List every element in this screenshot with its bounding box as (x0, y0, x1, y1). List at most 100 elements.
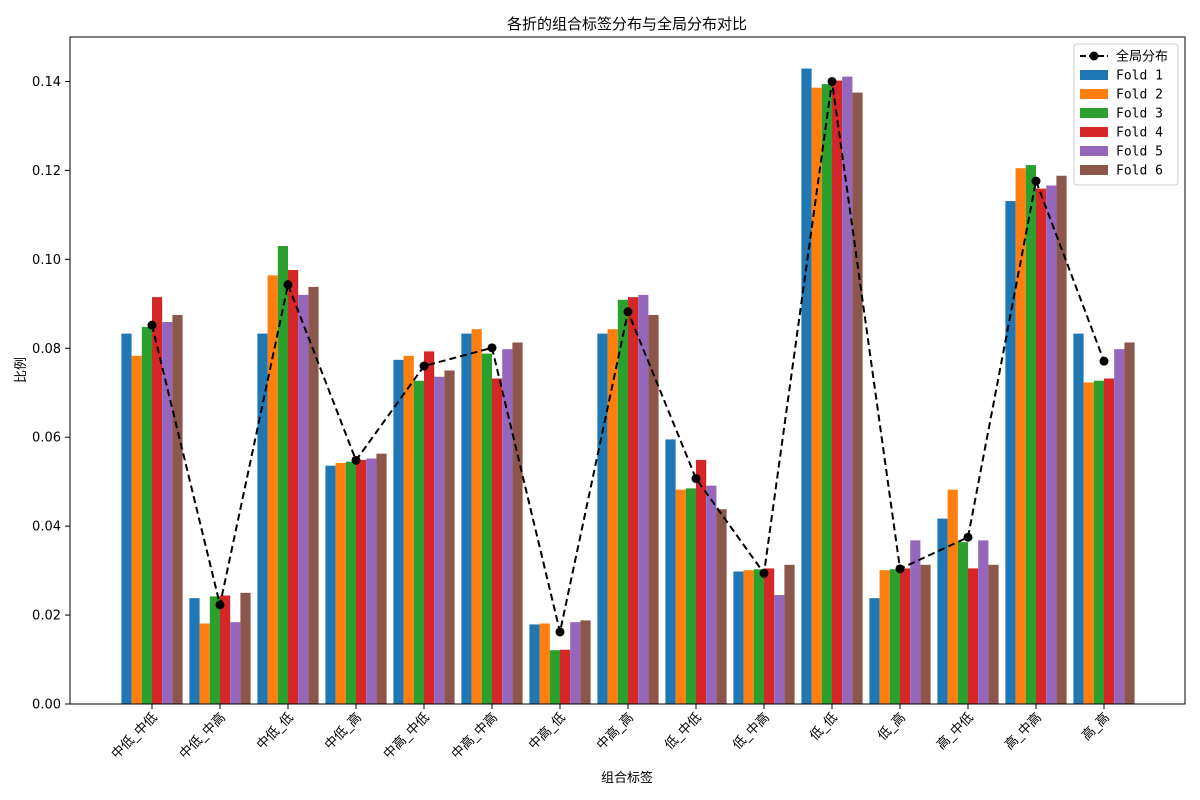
bar (434, 376, 445, 704)
bar (733, 571, 744, 704)
x-tick-label: 低_低 (807, 710, 841, 744)
global-point (147, 320, 157, 330)
y-axis-label: 比例 (14, 357, 29, 383)
bar (879, 570, 890, 704)
legend-label: Fold 6 (1116, 164, 1163, 179)
legend-label: Fold 1 (1116, 69, 1163, 84)
legend-swatch (1080, 127, 1108, 137)
bar (335, 462, 346, 704)
legend-label: Fold 2 (1116, 88, 1163, 103)
bar-series (152, 80, 1115, 704)
legend-swatch (1080, 146, 1108, 156)
bar (1124, 342, 1135, 704)
x-tick-label: 低_中低 (662, 710, 705, 753)
bar (957, 542, 968, 704)
bar (716, 509, 727, 704)
global-point (215, 600, 225, 610)
legend-label: 全局分布 (1116, 49, 1168, 65)
bar (199, 623, 210, 704)
global-point (623, 307, 633, 317)
x-tick-label: 高_高 (1079, 710, 1113, 744)
bar (240, 592, 251, 704)
bar (1005, 201, 1016, 704)
global-point (1031, 176, 1041, 186)
bar (743, 570, 754, 704)
bar (696, 459, 707, 704)
global-point (691, 474, 701, 484)
bar (325, 465, 336, 704)
bar-series (162, 76, 1125, 704)
bar (444, 370, 455, 704)
bar (345, 461, 356, 704)
bar (529, 624, 540, 704)
legend-swatch (1080, 165, 1108, 175)
x-tick-label: 高_中高 (1001, 710, 1044, 753)
y-tick-label: 0.04 (32, 520, 61, 535)
global-point (827, 76, 837, 86)
x-tick-label: 高_中低 (933, 710, 976, 753)
bar (1093, 380, 1104, 704)
bar (424, 351, 435, 704)
bar (1056, 175, 1067, 705)
bar (821, 84, 832, 704)
bar (366, 458, 377, 704)
x-tick-label: 中高_高 (593, 710, 636, 753)
bar (947, 489, 958, 704)
y-tick-label: 0.00 (32, 698, 61, 713)
x-tick-label: 中低_高 (321, 710, 364, 753)
bar (1036, 188, 1047, 704)
bar (832, 80, 843, 704)
bar (189, 598, 200, 704)
bar (131, 355, 142, 704)
y-tick-label: 0.02 (32, 609, 61, 624)
bar (512, 342, 523, 704)
global-point (895, 564, 905, 574)
bar (1025, 165, 1036, 704)
global-point (351, 455, 361, 465)
bar (937, 518, 948, 704)
global-point (759, 568, 769, 578)
bar (665, 439, 676, 704)
bar (308, 286, 319, 704)
bar-series (141, 84, 1104, 705)
y-tick-label: 0.06 (32, 431, 61, 446)
x-tick-label: 中低_中高 (176, 710, 229, 763)
legend-label: Fold 3 (1116, 107, 1163, 122)
bar (889, 569, 900, 704)
bar (580, 620, 591, 704)
x-tick-label: 中高_低 (525, 710, 568, 753)
bar (753, 569, 764, 704)
bar (910, 540, 921, 704)
y-tick-label: 0.08 (32, 342, 61, 357)
bar (1073, 333, 1084, 704)
legend-marker (1089, 51, 1099, 61)
legend-swatch (1080, 108, 1108, 118)
bar (648, 314, 659, 704)
bar (162, 322, 173, 704)
bar (842, 76, 853, 704)
bar (638, 294, 649, 704)
bar (617, 299, 628, 704)
y-tick-label: 0.14 (32, 75, 61, 90)
bar (784, 564, 795, 704)
bar (774, 595, 785, 704)
bar (121, 333, 132, 704)
bar (628, 297, 639, 704)
bar (172, 314, 183, 704)
x-tick-label: 低_中高 (729, 710, 772, 753)
bar (461, 333, 472, 704)
bar (900, 568, 911, 704)
chart-title: 各折的组合标签分布与全局分布对比 (507, 15, 747, 33)
bar (1114, 349, 1125, 704)
bar (1083, 382, 1094, 704)
legend-label: Fold 4 (1116, 126, 1163, 141)
bar (811, 87, 822, 704)
bar (607, 329, 618, 704)
bar (549, 650, 560, 704)
bar (570, 622, 581, 704)
bar-series (172, 92, 1135, 705)
x-axis-label: 组合标签 (601, 770, 653, 786)
bar (393, 359, 404, 704)
y-tick-label: 0.10 (32, 253, 61, 268)
